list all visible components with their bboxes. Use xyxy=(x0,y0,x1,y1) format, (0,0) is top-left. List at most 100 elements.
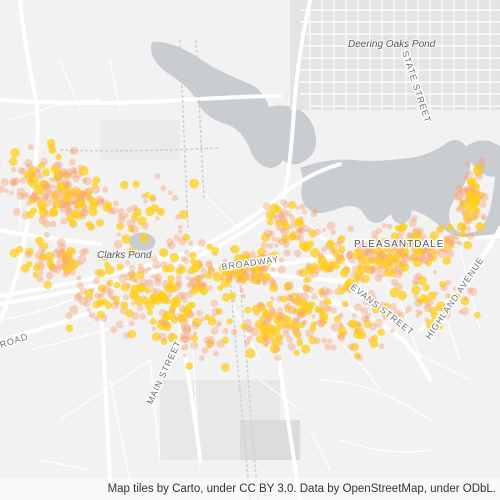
density-point xyxy=(192,317,202,328)
density-point xyxy=(47,183,54,189)
density-point xyxy=(129,271,137,279)
density-point xyxy=(42,192,50,200)
density-point xyxy=(266,301,273,308)
density-point xyxy=(274,243,279,248)
density-point xyxy=(339,312,344,317)
density-point xyxy=(206,343,212,350)
density-point xyxy=(160,260,168,268)
density-point xyxy=(144,191,151,199)
density-point xyxy=(343,280,352,288)
density-point xyxy=(80,208,89,217)
density-point xyxy=(189,277,199,287)
density-point xyxy=(63,200,71,208)
density-point xyxy=(150,196,157,203)
density-point xyxy=(337,332,345,340)
density-point xyxy=(131,301,136,306)
density-point xyxy=(65,172,72,179)
density-point xyxy=(120,301,129,310)
density-point xyxy=(199,283,206,290)
density-point xyxy=(370,235,379,244)
density-point xyxy=(243,324,252,333)
density-point xyxy=(36,275,44,283)
density-point xyxy=(169,253,180,263)
density-point xyxy=(104,261,111,268)
density-point xyxy=(283,304,289,310)
density-point xyxy=(437,249,447,258)
density-point xyxy=(275,333,283,342)
density-point xyxy=(424,303,430,309)
density-point xyxy=(311,292,319,300)
density-point xyxy=(88,207,98,217)
density-point xyxy=(169,308,175,314)
density-point xyxy=(246,325,254,333)
density-point xyxy=(74,170,83,179)
density-point xyxy=(92,176,101,185)
density-point xyxy=(43,231,50,238)
density-point xyxy=(215,308,223,315)
density-point xyxy=(129,264,136,272)
density-point xyxy=(49,208,58,217)
density-point xyxy=(288,232,297,241)
density-point xyxy=(330,323,339,332)
density-point xyxy=(231,328,238,336)
density-point xyxy=(207,267,215,276)
density-point xyxy=(29,193,39,203)
density-point xyxy=(16,192,25,200)
density-point xyxy=(127,225,135,233)
density-point xyxy=(45,189,53,197)
density-point xyxy=(191,283,197,289)
density-point xyxy=(378,252,387,261)
density-point xyxy=(184,249,190,256)
density-point xyxy=(82,247,90,255)
density-point xyxy=(463,175,470,181)
density-point xyxy=(226,318,233,325)
density-point xyxy=(408,218,417,228)
density-point xyxy=(287,305,297,314)
density-point xyxy=(467,287,474,294)
density-point xyxy=(476,160,486,170)
density-point xyxy=(189,277,196,283)
density-point xyxy=(280,227,290,237)
density-point xyxy=(332,262,340,270)
density-point xyxy=(293,349,300,356)
density-point xyxy=(301,320,307,326)
density-point xyxy=(182,335,190,343)
density-point xyxy=(212,308,220,316)
density-point xyxy=(134,278,139,284)
density-point xyxy=(446,224,454,231)
density-point xyxy=(65,190,74,198)
density-point xyxy=(19,167,27,176)
density-point xyxy=(382,266,389,273)
density-point xyxy=(425,252,432,260)
density-point xyxy=(393,259,403,269)
density-point xyxy=(43,184,52,193)
density-point xyxy=(68,170,77,178)
density-point xyxy=(269,203,280,213)
density-point xyxy=(150,203,159,213)
density-point xyxy=(166,237,174,246)
density-point xyxy=(72,174,80,183)
density-point xyxy=(56,258,65,268)
density-point xyxy=(206,336,215,345)
density-point xyxy=(337,326,347,335)
density-point xyxy=(244,306,252,314)
density-point xyxy=(77,254,87,264)
density-point xyxy=(217,320,222,326)
density-point xyxy=(239,287,245,293)
density-point xyxy=(167,241,176,250)
density-point xyxy=(345,252,353,260)
density-point xyxy=(335,254,346,265)
density-point xyxy=(320,286,330,296)
density-point xyxy=(65,195,72,202)
density-point xyxy=(458,189,463,194)
density-point xyxy=(94,316,100,322)
density-point xyxy=(113,240,123,249)
density-point xyxy=(55,161,63,169)
density-point xyxy=(306,286,314,294)
density-point xyxy=(65,257,74,267)
density-point xyxy=(459,199,466,206)
density-point xyxy=(324,305,331,312)
density-point xyxy=(242,252,251,261)
density-point xyxy=(322,227,327,233)
